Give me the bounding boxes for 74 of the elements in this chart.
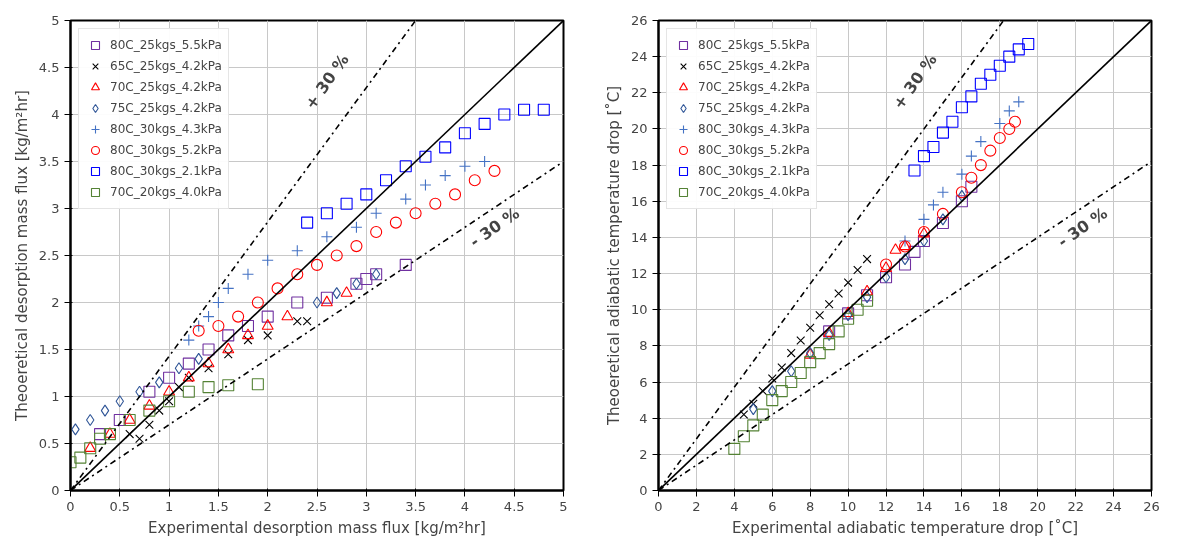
legend-label: 75C_25kgs_4.2kPa [698,101,810,115]
x-tick-label: 4 [460,498,470,514]
legend-label: 65C_25kgs_4.2kPa [110,59,222,73]
x-tick-label: 12 [877,498,895,514]
x-tick-label: 0 [66,498,75,514]
annotation: + 30 % [301,50,353,113]
y-tick-label: 3.5 [38,154,60,169]
annotation: + 30 % [889,50,941,113]
x-tick-label: 22 [1067,498,1084,514]
y-tick-label: 3 [51,201,60,216]
y-tick-label: 0 [51,483,60,498]
y-tick-label: 4.5 [38,60,60,75]
annotation: - 30 % [1054,203,1111,252]
x-tick-label: 14 [915,498,933,514]
annotation: - 30 % [466,203,523,252]
x-tick-label: 3 [362,498,371,514]
legend-label: 80C_30kgs_2.1kPa [110,164,222,178]
legend-label: 80C_30kgs_2.1kPa [698,164,810,178]
x-tick-label: 4.5 [503,498,525,514]
y-tick-label: 2 [51,295,60,310]
legend-label: 70C_25kgs_4.2kPa [110,80,222,94]
y-tick-label: 22 [630,85,648,101]
y-tick-label: 12 [630,266,648,282]
y-tick-label: 10 [630,302,648,318]
x-tick-label: 3.5 [405,498,426,514]
y-tick-label: 26 [630,13,648,28]
y-tick-label: 8 [639,338,648,354]
x-tick-label: 10 [839,498,857,514]
legend-label: 70C_20kgs_4.0kPa [110,185,222,199]
legend-label: 80C_30kgs_5.2kPa [698,143,810,157]
legend-label: 70C_20kgs_4.0kPa [698,185,810,199]
y-tick-label: 6 [639,374,648,390]
y-tick-label: 16 [630,193,648,209]
x-tick-label: 8 [806,498,815,514]
x-axis-title: Experimental adiabatic temperature drop [˚C] [731,518,1079,537]
y-tick-label: 2.5 [38,248,60,263]
legend-label: 65C_25kgs_4.2kPa [698,59,810,73]
y-tick-label: 4 [51,107,60,122]
x-tick-label: 2.5 [306,498,328,514]
x-tick-label: 6 [768,498,777,514]
y-tick-label: 14 [630,229,648,245]
x-tick-label: 1 [164,498,174,514]
x-axis-title: Experimental desorption mass flux [kg/m²hr] [148,518,486,537]
x-tick-label: 2 [692,498,701,514]
y-tick-label: 0.5 [38,436,60,451]
legend-label: 70C_25kgs_4.2kPa [698,80,810,94]
x-tick-label: 26 [1143,498,1160,514]
y-tick-label: 5 [51,13,60,28]
x-tick-label: 4 [730,498,739,514]
x-tick-label: 16 [953,498,971,514]
x-tick-label: 5 [559,498,568,514]
x-tick-label: 0.5 [109,498,131,514]
x-tick-label: 1.5 [208,498,229,514]
legend-label: 80C_25kgs_5.5kPa [698,38,810,52]
y-tick-label: 1.5 [38,342,60,357]
legend-label: 75C_25kgs_4.2kPa [110,101,222,115]
x-tick-label: 20 [1029,498,1047,514]
y-tick-label: 2 [639,446,648,462]
y-tick-label: 20 [630,121,648,137]
x-tick-label: 0 [654,498,663,514]
y-tick-label: 4 [639,410,648,426]
y-axis-title: Theoeretical desorption mass flux [kg/m²hr] [12,90,31,422]
y-tick-label: 24 [630,49,648,65]
y-tick-label: 0 [639,483,648,498]
legend-label: 80C_30kgs_4.3kPa [698,122,810,136]
y-axis-title: Theoeretical adiabatic temperature drop [˚C] [604,85,623,427]
x-tick-label: 18 [991,498,1009,514]
y-tick-label: 18 [630,157,648,173]
y-tick-label: 1 [51,389,60,404]
legend-label: 80C_30kgs_4.3kPa [110,122,222,136]
x-tick-label: 2 [263,498,272,514]
legend-label: 80C_25kgs_5.5kPa [110,38,222,52]
legend-label: 80C_30kgs_5.2kPa [110,143,222,157]
x-tick-label: 24 [1105,498,1122,514]
